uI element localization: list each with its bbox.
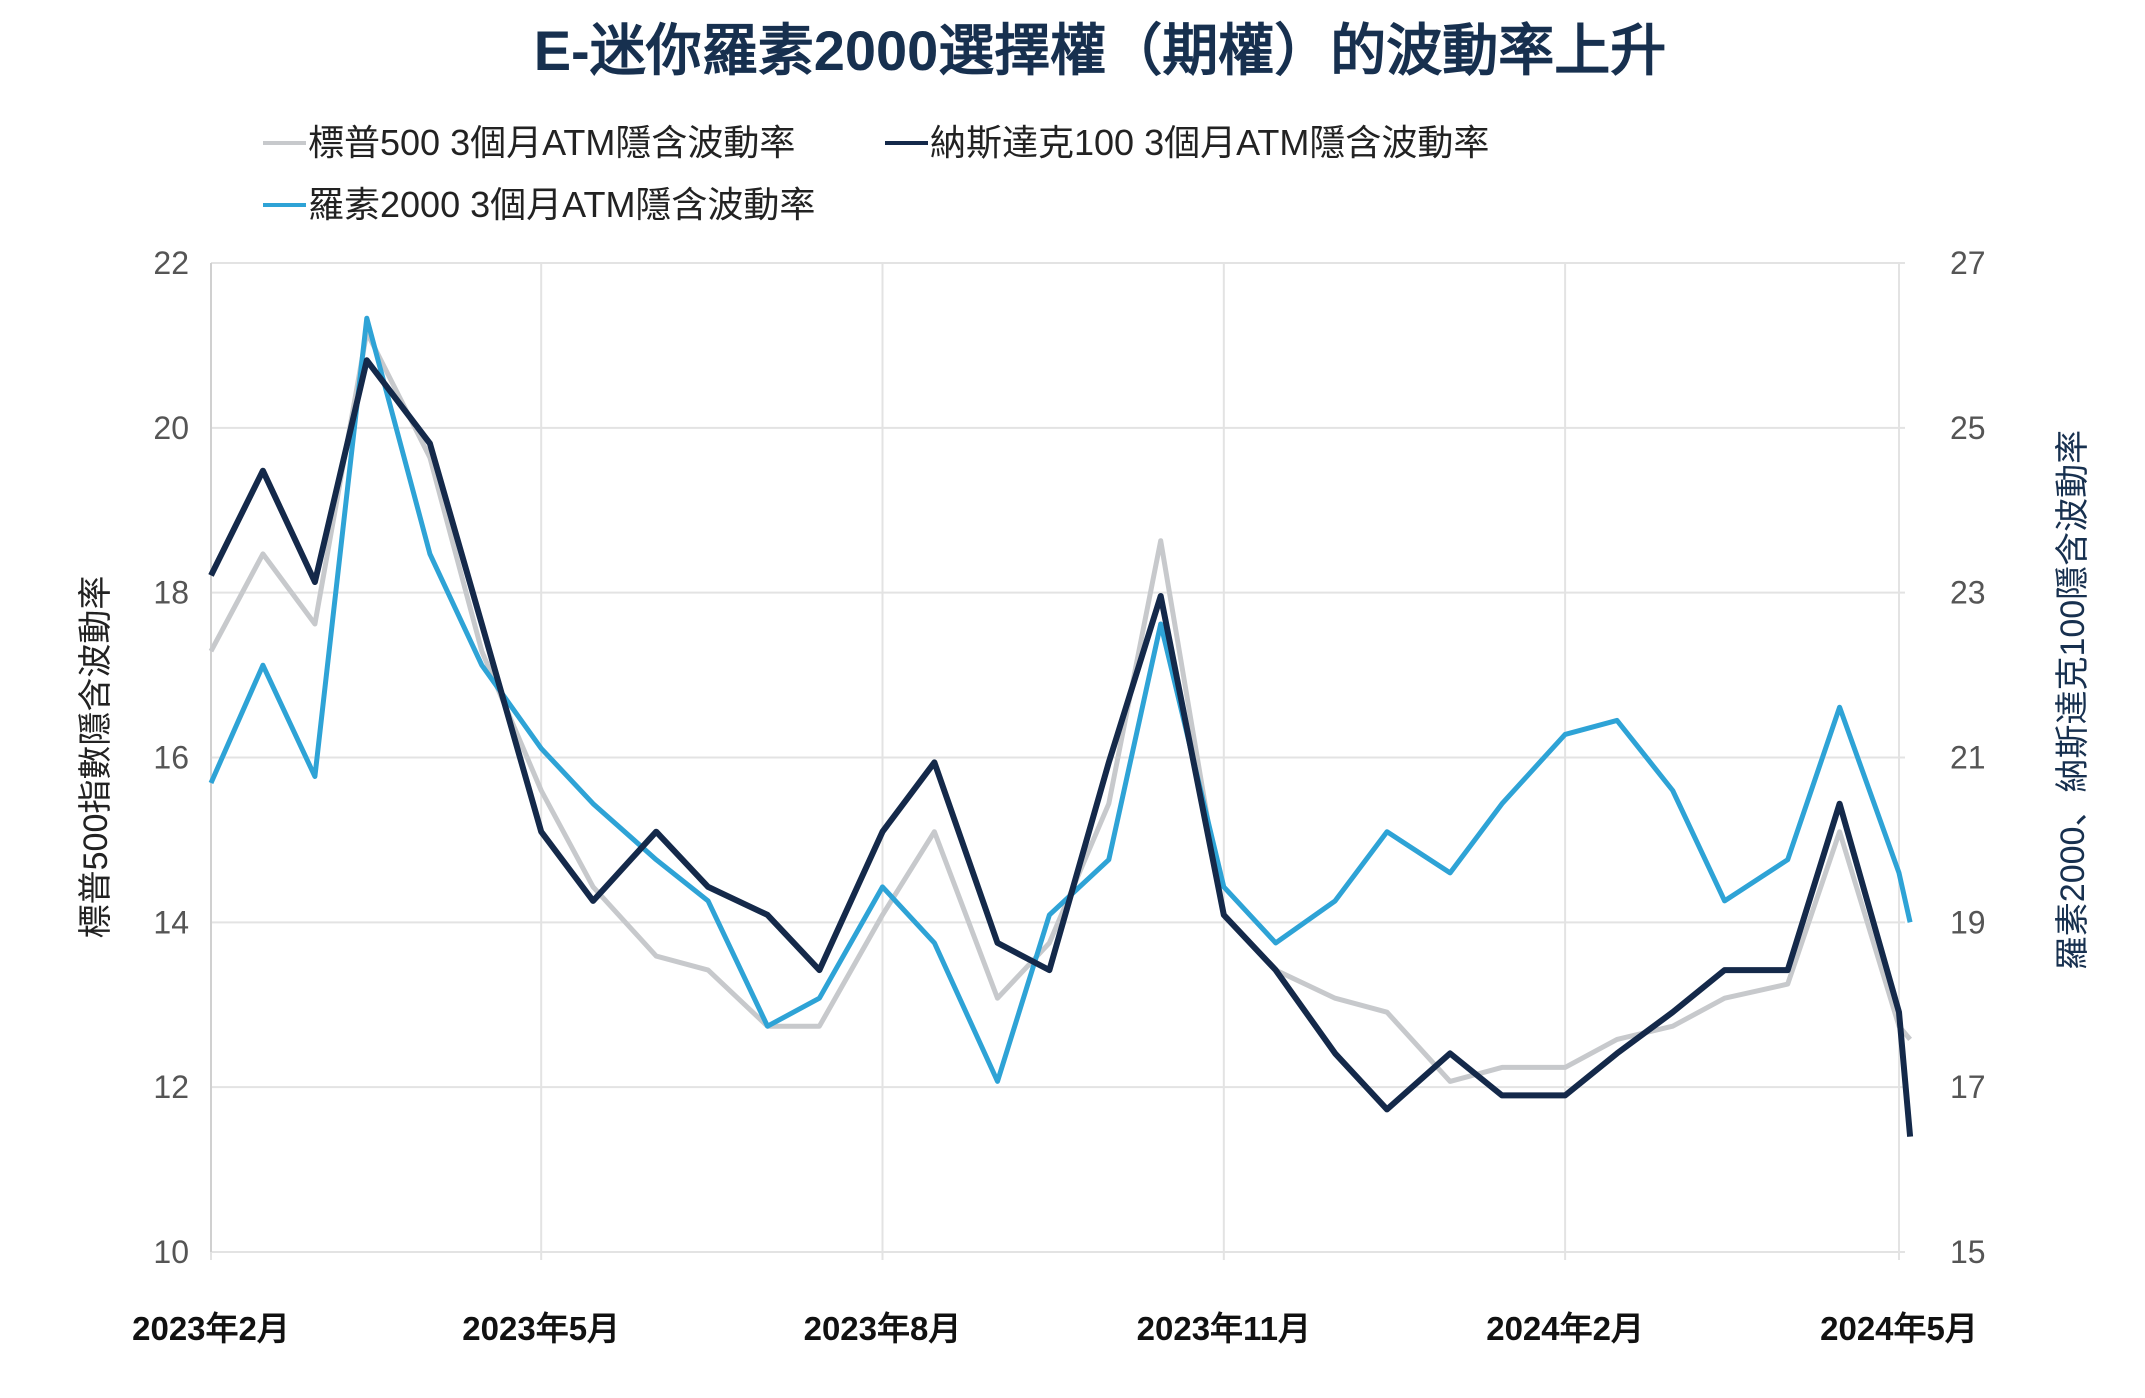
y-axis-left-title: 標普500指數隱含波動率 [77,576,115,939]
series-line-ndx [208,357,1914,1137]
x-tick-label: 2023年11月 [1137,1310,1311,1347]
y-left-tick-label: 12 [153,1069,189,1105]
y-left-tick-label: 20 [153,410,189,446]
y-right-tick-label: 19 [1950,904,1986,940]
legend-item-sp500: 標普500 3個月ATM隱含波動率 [263,122,795,163]
legend: 標普500 3個月ATM隱含波動率 納斯達克100 3個月ATM隱含波動率 羅素… [263,122,1489,225]
series-line-sp500 [208,329,1913,1084]
legend-label-ndx: 納斯達克100 3個月ATM隱含波動率 [930,122,1489,163]
y-axis-left: 10 12 14 16 18 20 22 [153,245,189,1270]
x-axis: 2023年2月 2023年5月 2023年8月 2023年11月 2024年2月 2024… [132,1310,1978,1347]
series-lines [208,315,1914,1137]
y-left-tick-label: 18 [153,575,189,611]
legend-label-r2000: 羅素2000 3個月ATM隱含波動率 [308,184,815,225]
series-line-r2000 [208,315,1913,1084]
y-left-tick-label: 14 [153,904,189,940]
x-tick-label: 2024年2月 [1486,1310,1644,1347]
y-right-tick-label: 23 [1950,575,1986,611]
y-right-tick-label: 25 [1950,410,1986,446]
y-left-tick-label: 10 [153,1234,189,1270]
x-tick-label: 2023年8月 [804,1310,962,1347]
chart-title: E-迷你羅素2000選擇權（期權）的波動率上升 [534,19,1667,82]
x-tick-label: 2023年5月 [462,1310,620,1347]
y-right-tick-label: 17 [1950,1069,1986,1105]
y-axis-right-title: 羅素2000、納斯達克100隱含波動率 [2054,430,2092,970]
y-left-tick-label: 16 [153,740,189,776]
x-tick-label: 2024年5月 [1820,1310,1978,1347]
legend-item-ndx: 納斯達克100 3個月ATM隱含波動率 [885,122,1489,163]
y-right-tick-label: 27 [1950,245,1986,281]
x-tick-label: 2023年2月 [132,1310,290,1347]
y-right-tick-label: 15 [1950,1234,1986,1270]
y-right-tick-label: 21 [1950,740,1986,776]
legend-item-r2000: 羅素2000 3個月ATM隱含波動率 [263,184,815,225]
y-left-tick-label: 22 [153,245,189,281]
y-axis-right: 15 17 19 21 23 25 27 [1950,245,1986,1270]
legend-label-sp500: 標普500 3個月ATM隱含波動率 [308,122,795,163]
